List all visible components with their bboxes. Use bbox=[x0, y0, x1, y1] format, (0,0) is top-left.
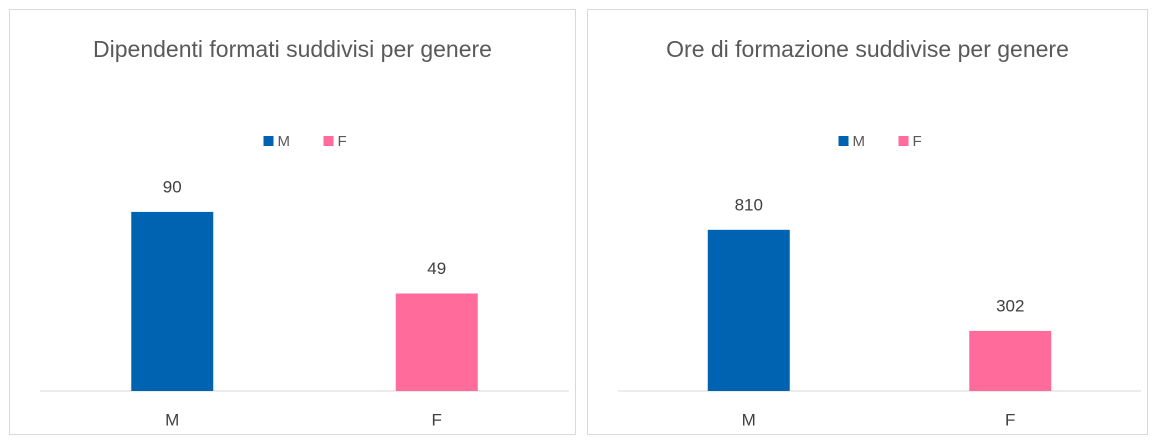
bar bbox=[707, 229, 790, 391]
data-label: 810 bbox=[735, 195, 763, 214]
legend-swatch bbox=[263, 136, 274, 146]
chart-panel: Dipendenti formati suddivisi per genere … bbox=[9, 9, 576, 435]
data-label: 90 bbox=[163, 177, 182, 196]
bar bbox=[969, 330, 1052, 391]
data-label: 302 bbox=[996, 296, 1024, 315]
legend-label: F bbox=[913, 133, 922, 150]
x-tick-label: M bbox=[165, 410, 179, 429]
chart-title: Dipendenti formati suddivisi per genere bbox=[93, 36, 492, 62]
chart: M F M 810 F 302 bbox=[618, 133, 1141, 429]
chart-panel: Ore di formazione suddivise per genere M… bbox=[587, 9, 1148, 435]
legend-label: M bbox=[853, 133, 866, 150]
bar bbox=[131, 211, 214, 391]
data-label: 49 bbox=[427, 259, 446, 278]
x-tick-label: F bbox=[1005, 410, 1015, 429]
bar bbox=[395, 293, 478, 391]
legend-swatch bbox=[838, 136, 849, 146]
legend-label: M bbox=[278, 133, 291, 150]
chart: M F M 90 F 49 bbox=[40, 133, 569, 429]
legend-swatch bbox=[898, 136, 909, 146]
legend-label: F bbox=[338, 133, 347, 150]
x-tick-label: M bbox=[742, 410, 756, 429]
legend-swatch bbox=[323, 136, 334, 146]
x-tick-label: F bbox=[432, 410, 442, 429]
chart-title: Ore di formazione suddivise per genere bbox=[666, 36, 1069, 62]
